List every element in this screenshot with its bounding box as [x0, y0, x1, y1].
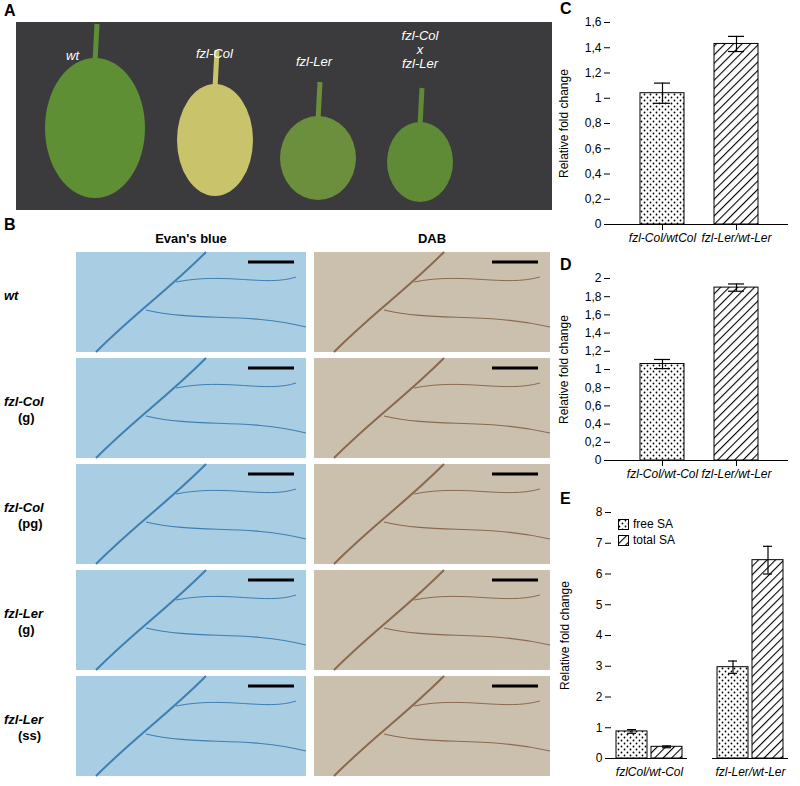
svg-text:wt: wt — [66, 48, 80, 63]
svg-text:Relative fold change: Relative fold change — [557, 69, 571, 178]
svg-text:2: 2 — [595, 271, 602, 285]
svg-text:fzl-Col(g): fzl-Col(g) — [4, 394, 44, 425]
svg-text:1,4: 1,4 — [585, 41, 602, 55]
svg-text:0,6: 0,6 — [585, 142, 602, 156]
svg-text:wt: wt — [4, 288, 19, 303]
svg-text:1,2: 1,2 — [585, 66, 602, 80]
svg-text:7: 7 — [596, 536, 603, 550]
svg-text:4: 4 — [596, 628, 603, 642]
svg-text:1: 1 — [595, 362, 602, 376]
svg-text:0: 0 — [596, 751, 603, 765]
html-text:total SA: total SA — [633, 533, 675, 547]
svg-text:Evan's blue: Evan's blue — [155, 231, 227, 246]
svg-text:0,2: 0,2 — [585, 435, 602, 449]
html-text:C: C — [560, 0, 572, 17]
svg-text:5: 5 — [596, 598, 603, 612]
svg-text:0,2: 0,2 — [585, 192, 602, 206]
svg-text:B: B — [4, 216, 16, 233]
svg-text:1,6: 1,6 — [585, 308, 602, 322]
svg-text:fzl-Col/wtCol: fzl-Col/wtCol — [629, 231, 697, 245]
svg-text:fzl-Ler(g): fzl-Ler(g) — [4, 606, 44, 637]
svg-text:3: 3 — [596, 659, 603, 673]
svg-text:fzl-Col: fzl-Col — [196, 46, 234, 61]
html-text:E: E — [560, 490, 571, 507]
svg-text:fzl-Ler/wt-Ler: fzl-Ler/wt-Ler — [715, 765, 786, 779]
html-text:free SA: free SA — [633, 517, 673, 531]
svg-text:0: 0 — [595, 217, 602, 231]
svg-text:1,6: 1,6 — [585, 15, 602, 29]
svg-text:fzl-Col/wt-Col: fzl-Col/wt-Col — [627, 467, 699, 481]
svg-text:fzl-Ler(ss): fzl-Ler(ss) — [4, 712, 44, 743]
svg-text:1: 1 — [596, 721, 603, 735]
svg-text:1,8: 1,8 — [585, 290, 602, 304]
svg-text:0,4: 0,4 — [585, 417, 602, 431]
svg-text:fzl-Col(pg): fzl-Col(pg) — [4, 500, 44, 531]
svg-text:fzl-Colxfzl-Ler: fzl-Colxfzl-Ler — [402, 28, 440, 71]
svg-text:1,2: 1,2 — [585, 344, 602, 358]
svg-text:0: 0 — [595, 453, 602, 467]
svg-text:8: 8 — [596, 505, 603, 519]
svg-text:DAB: DAB — [418, 231, 446, 246]
svg-text:Relative fold change: Relative fold change — [558, 581, 572, 690]
svg-text:6: 6 — [596, 567, 603, 581]
svg-text:2: 2 — [596, 690, 603, 704]
svg-text:0,8: 0,8 — [585, 381, 602, 395]
svg-text:1,4: 1,4 — [585, 326, 602, 340]
svg-text:0,6: 0,6 — [585, 399, 602, 413]
svg-text:A: A — [4, 2, 16, 19]
svg-text:fzlCol/wt-Col: fzlCol/wt-Col — [616, 765, 684, 779]
svg-text:0,8: 0,8 — [585, 116, 602, 130]
html-text:D: D — [560, 256, 572, 273]
svg-text:fzl-Ler: fzl-Ler — [296, 54, 333, 69]
svg-text:fzl-Ler/wt-Ler: fzl-Ler/wt-Ler — [701, 467, 772, 481]
svg-text:Relative fold change: Relative fold change — [557, 315, 571, 424]
svg-text:0,4: 0,4 — [585, 167, 602, 181]
svg-text:fzl-Ler/wt-Ler: fzl-Ler/wt-Ler — [701, 231, 772, 245]
svg-text:1: 1 — [595, 91, 602, 105]
